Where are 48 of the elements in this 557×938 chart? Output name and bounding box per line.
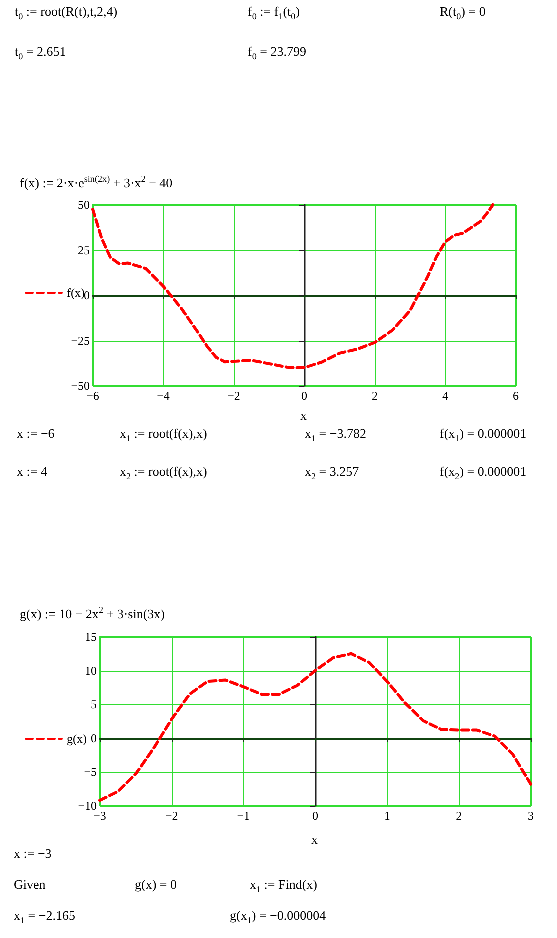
text: t$_{0}$ = 2.651 (15, 44, 68, 64)
y-tick-label: 25 (78, 243, 90, 258)
text: f$_{0}$ = 23.799 (248, 44, 308, 64)
x-tick-label: −2 (228, 389, 240, 403)
x-tick-label: −4 (157, 389, 170, 403)
x-tick-label: −1 (237, 809, 250, 823)
text: x := −6 (17, 426, 56, 443)
x-tick-label: 2 (456, 809, 462, 823)
chart-title: g(x) := 10 − 2x$^{2}$ + 3·sin(3x) (20, 605, 165, 622)
y-tick-label: 50 (78, 198, 90, 212)
x-axis-title: x (300, 408, 307, 424)
text: x$_{1}$ = −3.782 (305, 426, 368, 446)
text: f(x$_{1}$) = 0.000001 (440, 426, 528, 446)
chart-title: f(x) := 2·x·e$^{sin(2x)}$ + 3·x$^{2}$ − 40 (20, 174, 173, 192)
text: x$_{1}$ := root(f(x),x) (120, 426, 208, 446)
text: f$_{0}$ := f$_{1}$(t$_{0}$) (248, 4, 302, 24)
x-tick-label: 0 (302, 389, 308, 403)
x-tick-label: 6 (513, 389, 519, 403)
y-tick-label: −25 (71, 334, 90, 348)
x-tick-label: −2 (165, 809, 178, 823)
text: x$_{2}$ := root(f(x),x) (120, 464, 208, 484)
x-tick-label: 2 (372, 389, 378, 403)
x-tick-label: 0 (312, 809, 318, 823)
legend-label: f(x) (67, 286, 85, 300)
text: x$_{1}$ := Find(x) (250, 877, 318, 897)
text: x := −3 (14, 846, 53, 863)
x-tick-label: 3 (528, 809, 534, 823)
text: x$_{2}$ = 3.257 (305, 464, 360, 484)
y-tick-label: 5 (91, 698, 97, 712)
x-axis-title: x (312, 832, 318, 848)
text: g(x$_{1}$) = −0.000004 (229, 908, 328, 928)
y-tick-label: −5 (84, 765, 97, 780)
y-tick-label: 15 (85, 630, 97, 644)
y-tick-label: 0 (84, 288, 90, 302)
line-series (92, 204, 495, 370)
text: R(t$_{0}$) = 0 (440, 4, 487, 24)
text: f(x$_{2}$) = 0.000001 (440, 464, 528, 484)
y-tick-label: 10 (85, 664, 97, 678)
text: Given (14, 877, 47, 894)
text: t$_{0}$ := root(R(t),t,2,4) (15, 4, 119, 24)
line-series (98, 652, 532, 802)
x-tick-label: 1 (384, 809, 390, 823)
text: x$_{1}$ = −2.165 (14, 908, 76, 928)
y-tick-label: 0 (91, 731, 97, 746)
text: x := 4 (17, 464, 48, 481)
text: g(x) = 0 (135, 877, 178, 894)
legend-label: g(x) (67, 732, 87, 746)
x-tick-label: 4 (442, 389, 448, 403)
